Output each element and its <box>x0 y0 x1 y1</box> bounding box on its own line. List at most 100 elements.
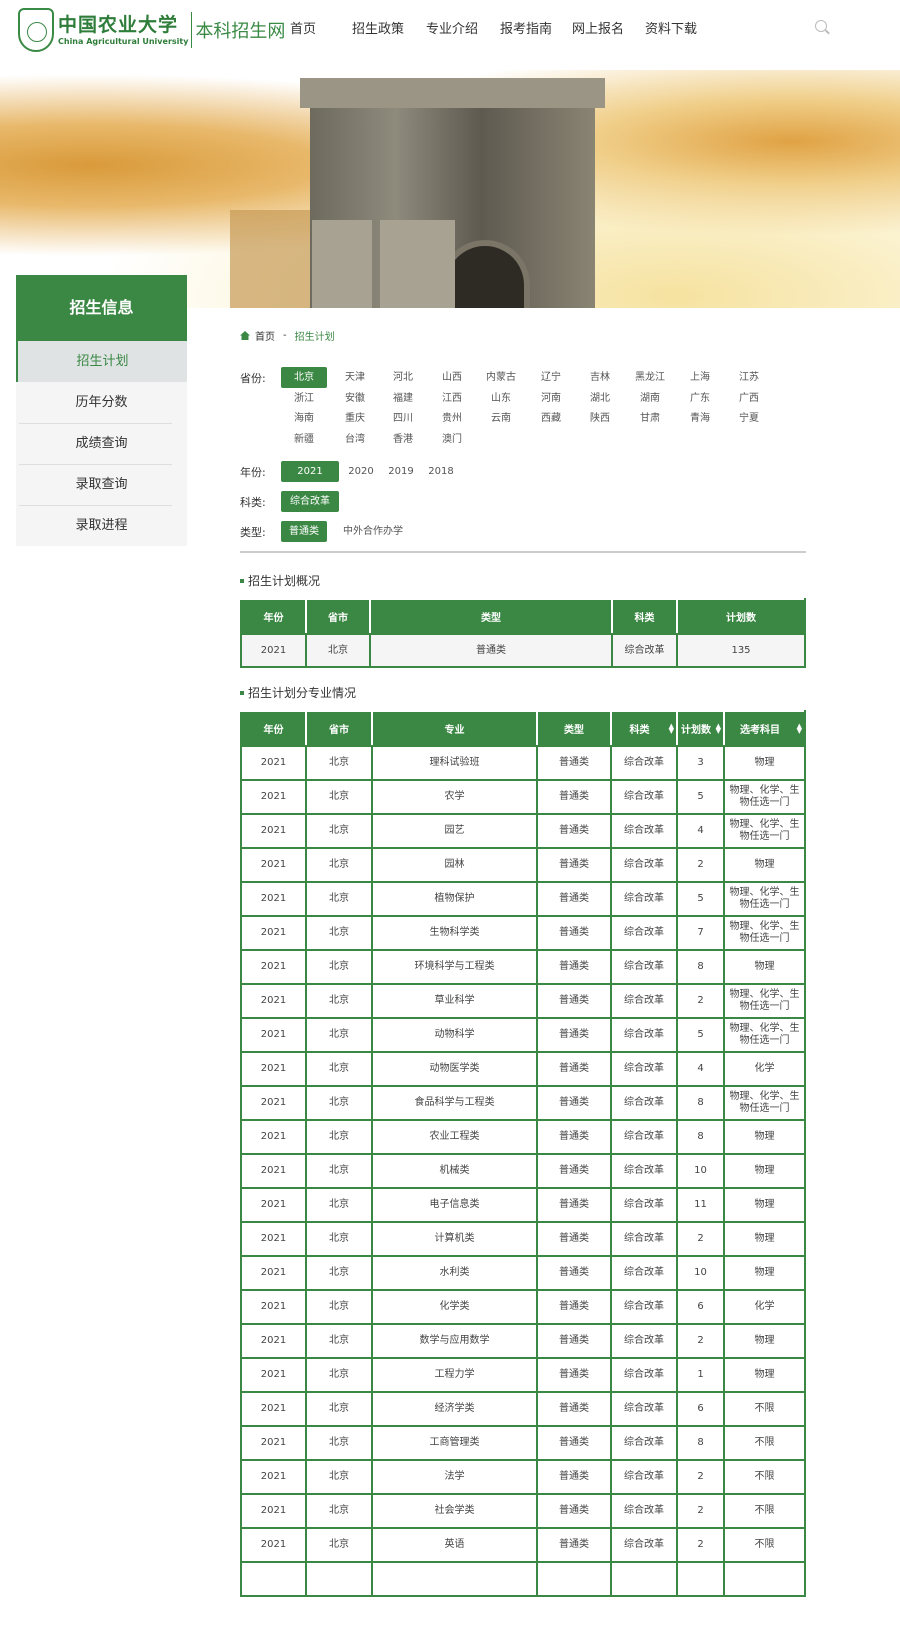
province-option[interactable]: 台湾 <box>345 433 365 445</box>
table-cell: 园艺 <box>371 813 538 849</box>
table-cell: 综合改革 <box>610 1085 678 1121</box>
table-cell: 北京 <box>305 1425 373 1461</box>
nav-item[interactable]: 报考指南 <box>500 22 553 37</box>
province-option[interactable]: 陕西 <box>590 413 610 424</box>
province-option[interactable]: 贵州 <box>442 413 462 424</box>
table-cell: 普通类 <box>536 779 612 815</box>
year-option[interactable]: 2020 <box>348 466 374 477</box>
university-logo[interactable]: 中国农业大学 China Agricultural University 本科招… <box>18 8 285 52</box>
table-row: 2021 北京 经济学类 普通类 综合改革 6 不限 <box>240 1391 806 1427</box>
table-cell: 物理、化学、生物任选一门 <box>723 1017 806 1053</box>
table-cell: 不限 <box>723 1527 806 1563</box>
table-cell: 动物科学 <box>371 1017 538 1053</box>
province-option[interactable]: 福建 <box>393 392 413 404</box>
nav-item[interactable]: 招生政策 <box>352 22 405 37</box>
province-option[interactable]: 重庆 <box>345 413 365 424</box>
table-cell: 普通类 <box>536 1085 612 1121</box>
year-option[interactable]: 2021 <box>281 461 339 482</box>
province-option[interactable]: 山东 <box>491 392 511 404</box>
table-row: 2021 北京 园林 普通类 综合改革 2 物理 <box>240 847 806 883</box>
sidebar-item[interactable]: 成绩查询 <box>16 423 187 464</box>
year-option[interactable]: 2019 <box>388 466 414 477</box>
province-option[interactable]: 山西 <box>442 372 462 383</box>
province-option[interactable]: 四川 <box>393 413 413 424</box>
breadcrumb: 首页 - 招生计划 <box>240 328 335 343</box>
province-option[interactable]: 湖北 <box>590 392 610 404</box>
table-cell: 植物保护 <box>371 881 538 917</box>
column-header[interactable]: 计划数 ▲ ▼ <box>676 710 725 747</box>
column-header[interactable]: 选考科目 ▲ ▼ <box>723 710 806 747</box>
home-icon[interactable] <box>240 331 250 340</box>
province-option[interactable]: 河南 <box>541 392 561 404</box>
province-option[interactable]: 青海 <box>690 413 710 424</box>
province-option[interactable]: 广西 <box>739 392 759 404</box>
table-cell: 物理 <box>723 1323 806 1359</box>
nav-item[interactable]: 首页 <box>290 22 317 37</box>
province-option[interactable]: 天津 <box>345 372 365 383</box>
table-cell: 生物科学类 <box>371 915 538 951</box>
province-option[interactable]: 辽宁 <box>541 372 561 383</box>
table-cell: 综合改革 <box>611 633 678 668</box>
table-cell: 普通类 <box>536 1323 612 1359</box>
province-option[interactable]: 上海 <box>690 372 710 383</box>
sort-icon[interactable]: ▲ ▼ <box>715 722 721 735</box>
province-option[interactable]: 云南 <box>491 413 511 424</box>
column-header[interactable]: 科类 ▲ ▼ <box>610 710 678 747</box>
table-cell: 2021 <box>240 1119 307 1155</box>
province-option[interactable]: 海南 <box>294 413 314 424</box>
table-cell: 综合改革 <box>610 1493 678 1529</box>
province-option[interactable]: 河北 <box>393 372 413 383</box>
province-option[interactable]: 江苏 <box>739 372 759 383</box>
subject-option[interactable]: 综合改革 <box>281 491 339 512</box>
province-option[interactable]: 安徽 <box>345 392 365 404</box>
province-option[interactable]: 江西 <box>442 392 462 404</box>
table-cell: 8 <box>676 1119 725 1155</box>
table-cell: 北京 <box>305 915 373 951</box>
table-cell: 2021 <box>240 881 307 917</box>
province-option[interactable]: 黑龙江 <box>635 372 665 383</box>
sidebar-item[interactable]: 录取进程 <box>16 505 187 546</box>
type-option[interactable]: 普通类 <box>281 521 327 542</box>
province-option[interactable]: 澳门 <box>442 433 462 445</box>
province-option[interactable]: 浙江 <box>294 392 314 404</box>
province-option[interactable]: 新疆 <box>294 433 314 445</box>
province-option[interactable]: 湖南 <box>640 392 660 404</box>
province-option[interactable]: 吉林 <box>590 372 610 383</box>
table-cell: 6 <box>676 1391 725 1427</box>
nav-item[interactable]: 资料下载 <box>645 22 698 37</box>
sidebar-item[interactable]: 历年分数 <box>16 382 187 423</box>
province-option[interactable]: 北京 <box>281 367 327 388</box>
table-cell: 化学 <box>723 1289 806 1325</box>
province-option[interactable]: 甘肃 <box>640 413 660 424</box>
column-header: 省市 <box>305 598 371 635</box>
majors-section-title: 招生计划分专业情况 <box>240 684 356 701</box>
province-option[interactable]: 香港 <box>393 433 413 445</box>
sort-icon[interactable]: ▲ ▼ <box>668 722 674 735</box>
table-cell: 2 <box>676 1459 725 1495</box>
province-option[interactable]: 西藏 <box>541 413 561 424</box>
column-header: 计划数 <box>676 598 806 635</box>
province-option[interactable]: 内蒙古 <box>486 372 516 383</box>
table-row: 2021 北京 工商管理类 普通类 综合改革 8 不限 <box>240 1425 806 1461</box>
province-option[interactable]: 宁夏 <box>739 413 759 424</box>
nav-item[interactable]: 专业介绍 <box>426 22 479 37</box>
breadcrumb-home[interactable]: 首页 <box>255 332 275 343</box>
table-cell: 8 <box>676 949 725 985</box>
table-cell: 不限 <box>723 1391 806 1427</box>
table-cell: 普通类 <box>536 1459 612 1495</box>
year-option[interactable]: 2018 <box>428 466 454 477</box>
sidebar-item[interactable]: 招生计划 <box>16 341 187 382</box>
sort-icon[interactable]: ▲ ▼ <box>796 722 802 735</box>
nav-item[interactable]: 网上报名 <box>572 22 625 37</box>
table-cell: 物理、化学、生物任选一门 <box>723 983 806 1019</box>
table-cell: 北京 <box>305 1017 373 1053</box>
table-cell: 北京 <box>305 1527 373 1563</box>
sidebar-item[interactable]: 录取查询 <box>16 464 187 505</box>
type-option[interactable]: 中外合作办学 <box>343 526 403 537</box>
table-cell: 不限 <box>723 1493 806 1529</box>
campus-gate-banner <box>0 70 900 308</box>
table-row: 2021 北京 农业工程类 普通类 综合改革 8 物理 <box>240 1119 806 1155</box>
search-icon[interactable] <box>815 20 827 32</box>
table-row: 2021 北京 植物保护 普通类 综合改革 5 物理、化学、生物任选一门 <box>240 881 806 917</box>
province-option[interactable]: 广东 <box>690 392 710 404</box>
